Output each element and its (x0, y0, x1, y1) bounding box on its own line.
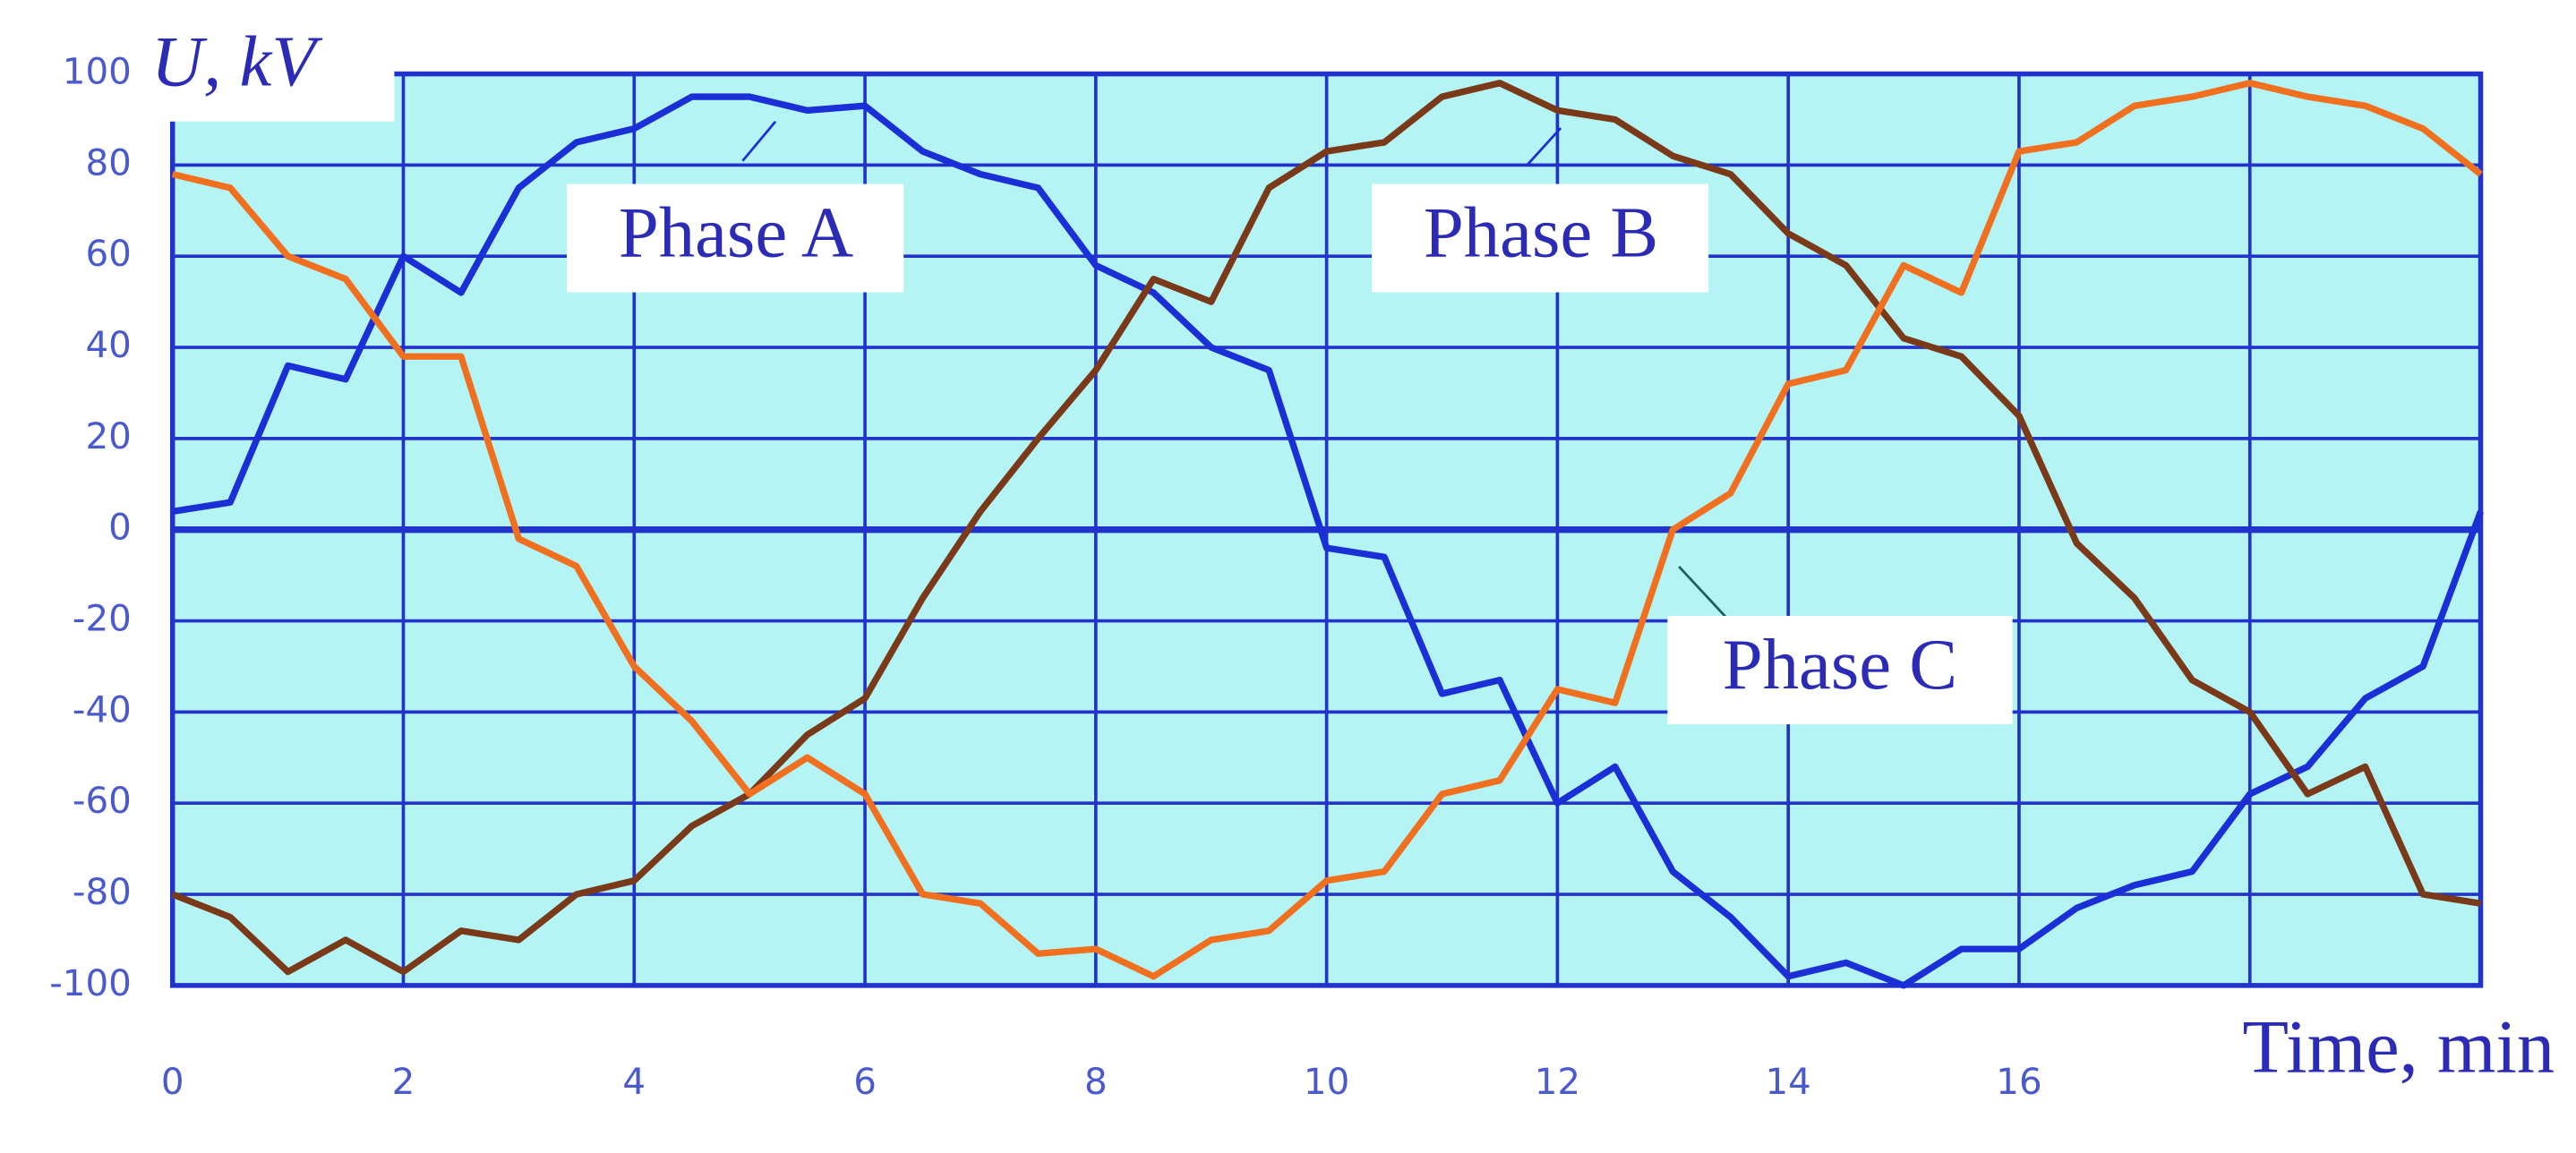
y-tick-label: 60 (85, 233, 131, 275)
plot: -100 -80 -60 -40 -20 0 20 40 60 80 100 0 2 4 6 8 10 12 14 1… (49, 51, 2484, 1103)
x-axis-label: Time, min (2243, 1005, 2555, 1089)
y-label-box (140, 13, 395, 122)
label-box (567, 184, 904, 293)
x-tick-label: 8 (1084, 1061, 1108, 1103)
x-tick-label: 14 (1766, 1061, 1811, 1103)
label-box (1372, 184, 1709, 293)
x-tick-label: 10 (1304, 1061, 1349, 1103)
y-tick-label: 100 (63, 51, 132, 93)
leader-line (1527, 127, 1562, 166)
plot-border (169, 71, 2484, 988)
y-tick-label: -40 (73, 688, 132, 730)
x-tick-label: 0 (161, 1061, 184, 1103)
y-tick-label: -20 (73, 598, 132, 640)
x-tick-label: 16 (1996, 1061, 2041, 1103)
x-tick-label: 4 (622, 1061, 646, 1103)
series-label: Phase C (1723, 625, 1957, 705)
y-tick-label: 20 (85, 415, 131, 457)
y-tick-label: 80 (85, 141, 131, 184)
y-tick-label: -80 (73, 871, 132, 913)
x-tick-label: 12 (1535, 1061, 1580, 1103)
y-tick-label: -100 (49, 962, 132, 1004)
overlay: U, kV Time, min Phase A Phase B Phase C (140, 13, 2555, 1089)
y-tick-label: -60 (73, 780, 132, 822)
y-tick-label: 40 (85, 324, 131, 366)
series-line (171, 80, 2482, 976)
x-tick-label: 6 (853, 1061, 877, 1103)
y-axis-label: U, kV (151, 22, 323, 102)
y-tick-label: 0 (108, 507, 132, 549)
leader-line (741, 120, 777, 162)
series-line (171, 80, 2483, 980)
series-label: Phase B (1424, 192, 1658, 272)
series-line (172, 93, 2484, 989)
series-label: Phase A (619, 192, 853, 272)
x-tick-label: 2 (392, 1061, 415, 1103)
label-box (1667, 616, 2013, 725)
